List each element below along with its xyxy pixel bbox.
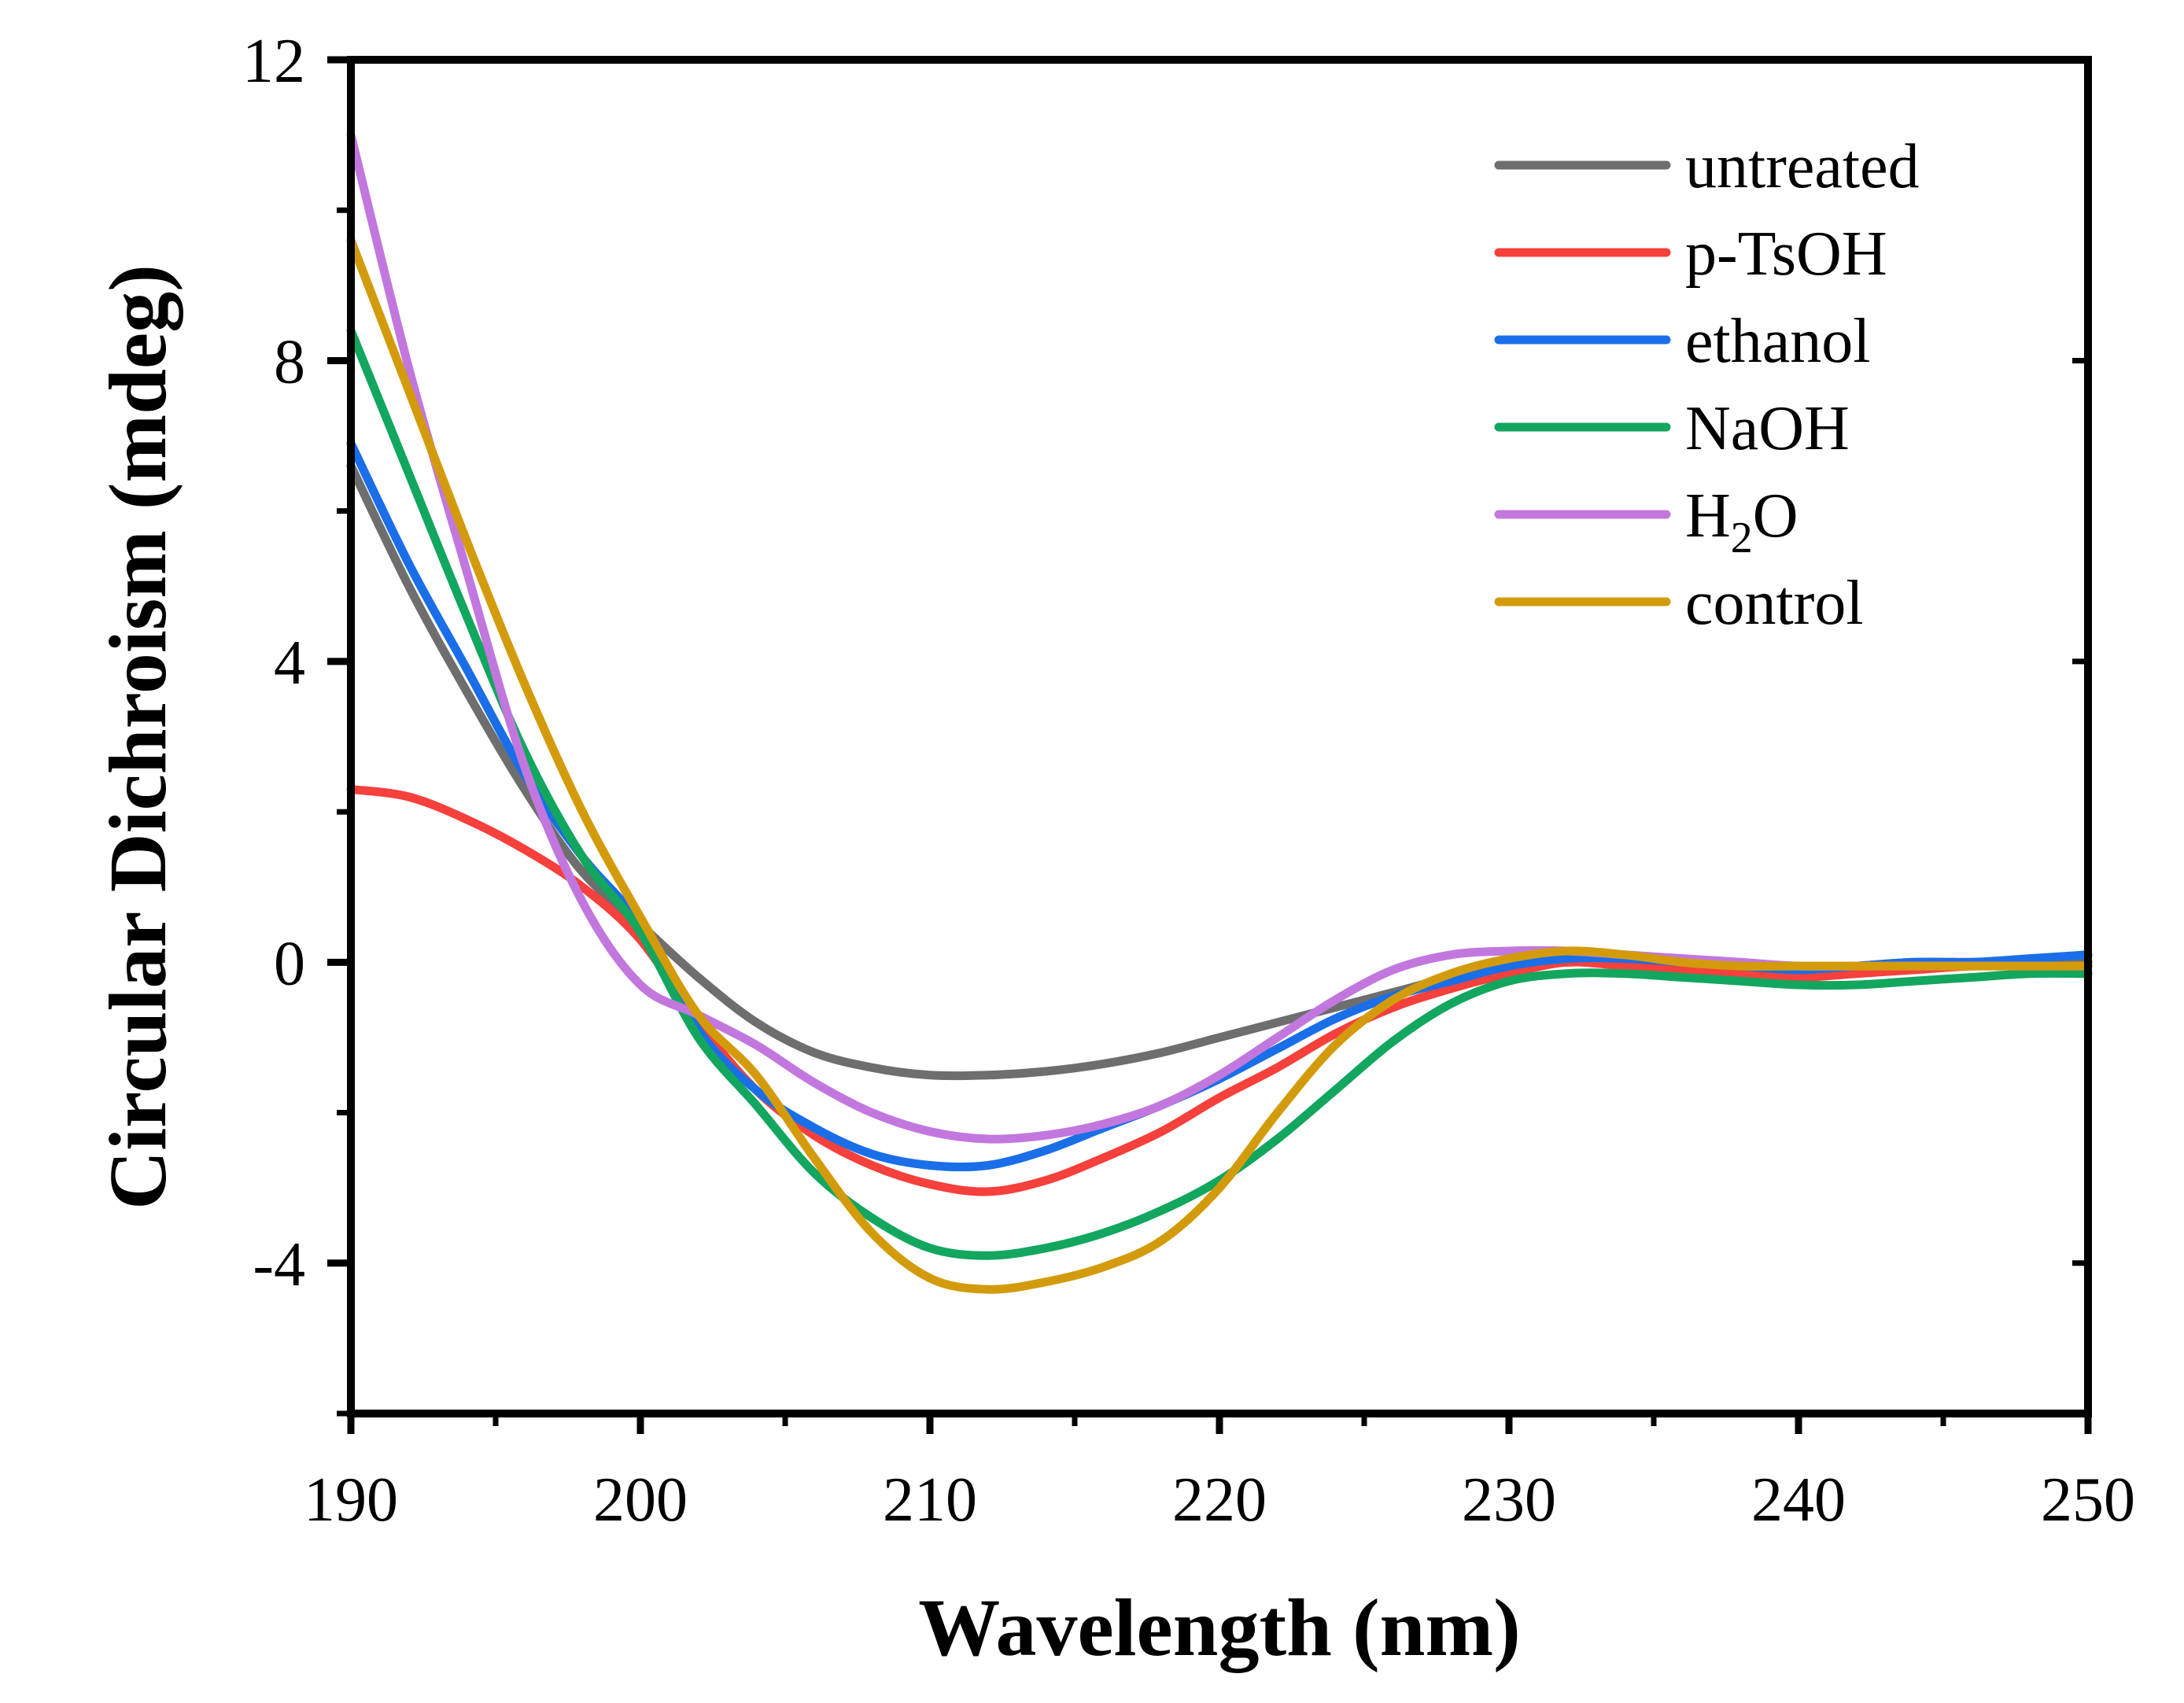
legend-label-untreated: untreated [1685, 132, 1920, 201]
series-line-naoh [346, 326, 2093, 1260]
y-tick-label: 4 [274, 628, 305, 698]
series-line-ethanol [346, 439, 2093, 1172]
legend-label-p-tsoh: p-TsOH [1685, 219, 1887, 289]
legend: untreated p-TsOH ethanol NaOH H2O control [1494, 132, 1920, 638]
x-tick-label: 230 [1462, 1465, 1556, 1535]
x-tick-label: 250 [2041, 1465, 2135, 1535]
series-lines [346, 131, 2093, 1294]
series-line-p-tsoh [346, 784, 2093, 1196]
x-tick-label: 190 [304, 1465, 398, 1535]
x-tick-label: 200 [593, 1465, 688, 1535]
y-tick-label: -4 [253, 1230, 305, 1299]
legend-label-ethanol: ethanol [1685, 307, 1870, 376]
series-line-control [346, 236, 2093, 1294]
plot-frame [347, 56, 2092, 1417]
y-axis-title: Circular Dichroism (mdeg) [93, 264, 183, 1210]
legend-label-control: control [1685, 569, 1864, 638]
legend-label-naoh: NaOH [1685, 394, 1850, 463]
x-tick-label: 210 [883, 1465, 977, 1535]
x-axis-title: Wavelength (nm) [918, 1583, 1521, 1673]
y-tick-label: 12 [242, 27, 305, 96]
x-tick-label: 220 [1172, 1465, 1267, 1535]
y-tick-label: 0 [274, 929, 305, 998]
legend-label-h2o: H2O [1685, 481, 1798, 562]
tick-labels: 190 200 210 220 230 240 250 -4 0 4 8 12 [242, 27, 2135, 1535]
y-tick-label: 8 [274, 327, 305, 396]
x-tick-label: 240 [1751, 1465, 1846, 1535]
